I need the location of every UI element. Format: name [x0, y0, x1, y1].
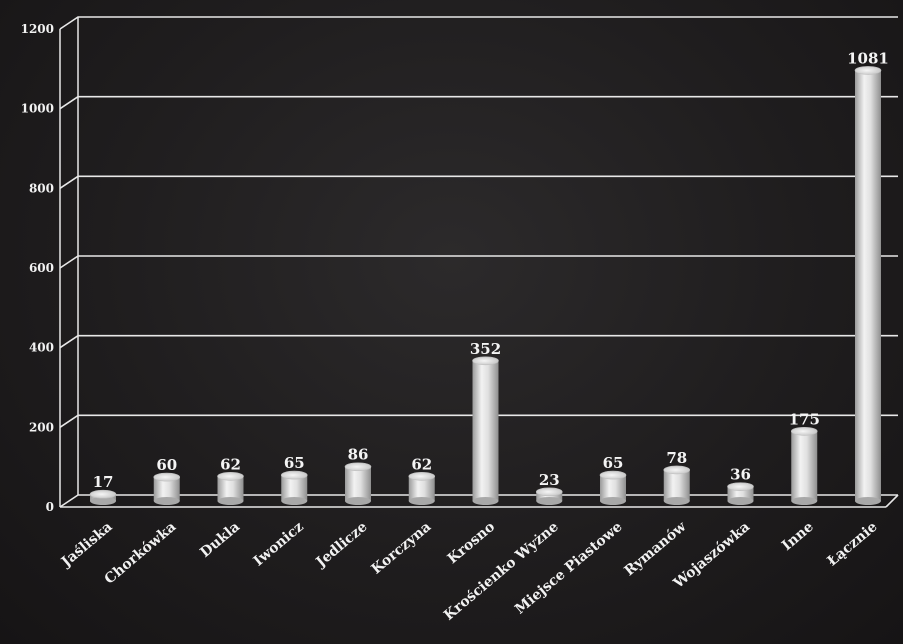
data-label: 23: [539, 471, 560, 489]
x-tick-label: Inne: [779, 519, 817, 554]
x-tick-label: Miejsce Piastowe: [512, 519, 625, 618]
bar-base: [727, 497, 754, 505]
data-label: 60: [156, 456, 177, 474]
bar-base: [472, 497, 499, 505]
bar-body: [663, 469, 690, 501]
bar-cap: [408, 472, 436, 481]
y-tick-label: 600: [29, 261, 54, 275]
y-tick-label: 400: [29, 341, 54, 355]
bar-base: [345, 497, 371, 505]
bar-cap: [217, 472, 244, 481]
gridline: [59, 255, 898, 269]
data-label: 62: [220, 455, 241, 473]
data-label: 1081: [847, 49, 889, 67]
bar-cap: [344, 462, 372, 472]
bar-base: [153, 497, 180, 505]
bar-cap: [663, 465, 691, 475]
bar: [408, 472, 436, 505]
axis-layer: [59, 17, 899, 508]
bars-layer: [89, 66, 882, 505]
data-label: 175: [789, 410, 820, 428]
bar: [153, 472, 181, 505]
floor-right-edge: [885, 494, 899, 508]
x-tick-label: Łącznie: [824, 519, 880, 570]
bar-cap: [790, 426, 818, 436]
bar-cap: [727, 482, 754, 491]
bar: [217, 472, 244, 505]
gridline: [59, 16, 898, 30]
bar-cap: [153, 472, 181, 482]
bar-cap: [854, 66, 882, 75]
bar-cap: [535, 487, 563, 497]
data-label: 65: [284, 454, 305, 472]
bar: [727, 482, 754, 505]
bar-body: [281, 475, 308, 501]
bar-base: [281, 497, 308, 505]
y-tick-label: 800: [29, 181, 54, 195]
x-tick-label: Krosno: [445, 519, 498, 567]
bar: [344, 462, 372, 505]
bar: [89, 489, 117, 505]
data-label: 352: [470, 340, 501, 358]
bar-base: [791, 497, 818, 505]
x-tick-label: Dukla: [197, 519, 243, 561]
data-label: 62: [411, 455, 432, 473]
gridline: [59, 175, 898, 189]
bar-body: [536, 491, 563, 501]
bar-base: [90, 497, 116, 505]
data-label: 36: [730, 466, 751, 484]
bar-base: [217, 497, 244, 505]
x-tick-label: Rymanów: [622, 518, 690, 579]
bar-base: [855, 497, 881, 505]
bar-cap: [280, 470, 308, 480]
bar-base: [600, 497, 626, 505]
bar-cap: [472, 356, 499, 366]
x-tick-label: Krościenko Wyżne: [441, 519, 562, 624]
y-tick-label: 1200: [21, 22, 54, 36]
x-tick-label: Iwonicz: [251, 519, 307, 570]
bar: [472, 356, 499, 505]
bar: [535, 487, 563, 505]
x-tick-label: Korczyna: [369, 519, 435, 578]
bar: [854, 66, 882, 505]
data-label: 17: [93, 473, 114, 491]
y-tick-label: 1000: [21, 102, 54, 116]
labels-layer: 02004006008001000120017Jaśliska60Chorków…: [21, 22, 889, 624]
x-tick-label: Jedlicze: [312, 519, 371, 572]
y-tick-label: 200: [29, 420, 54, 434]
y-tick-label: 0: [46, 500, 54, 514]
x-tick-label: Jaśliska: [57, 519, 115, 572]
data-label: 65: [603, 454, 624, 472]
bar-base: [536, 497, 563, 505]
bar: [280, 470, 308, 505]
bar-base: [408, 497, 435, 505]
bar: [790, 426, 818, 505]
bar-cap: [89, 489, 117, 499]
bar-body: [153, 477, 180, 501]
data-label: 86: [348, 446, 369, 464]
bar: [599, 470, 627, 505]
bar-body: [472, 360, 499, 501]
bar-base: [663, 497, 690, 505]
bar-body: [855, 70, 881, 501]
gridline: [59, 95, 898, 110]
bar-cap: [599, 470, 627, 480]
bar-body: [600, 475, 626, 501]
data-label: 78: [666, 449, 687, 467]
bar-body: [791, 431, 818, 501]
bar-body: [345, 466, 371, 501]
bar: [663, 465, 691, 505]
